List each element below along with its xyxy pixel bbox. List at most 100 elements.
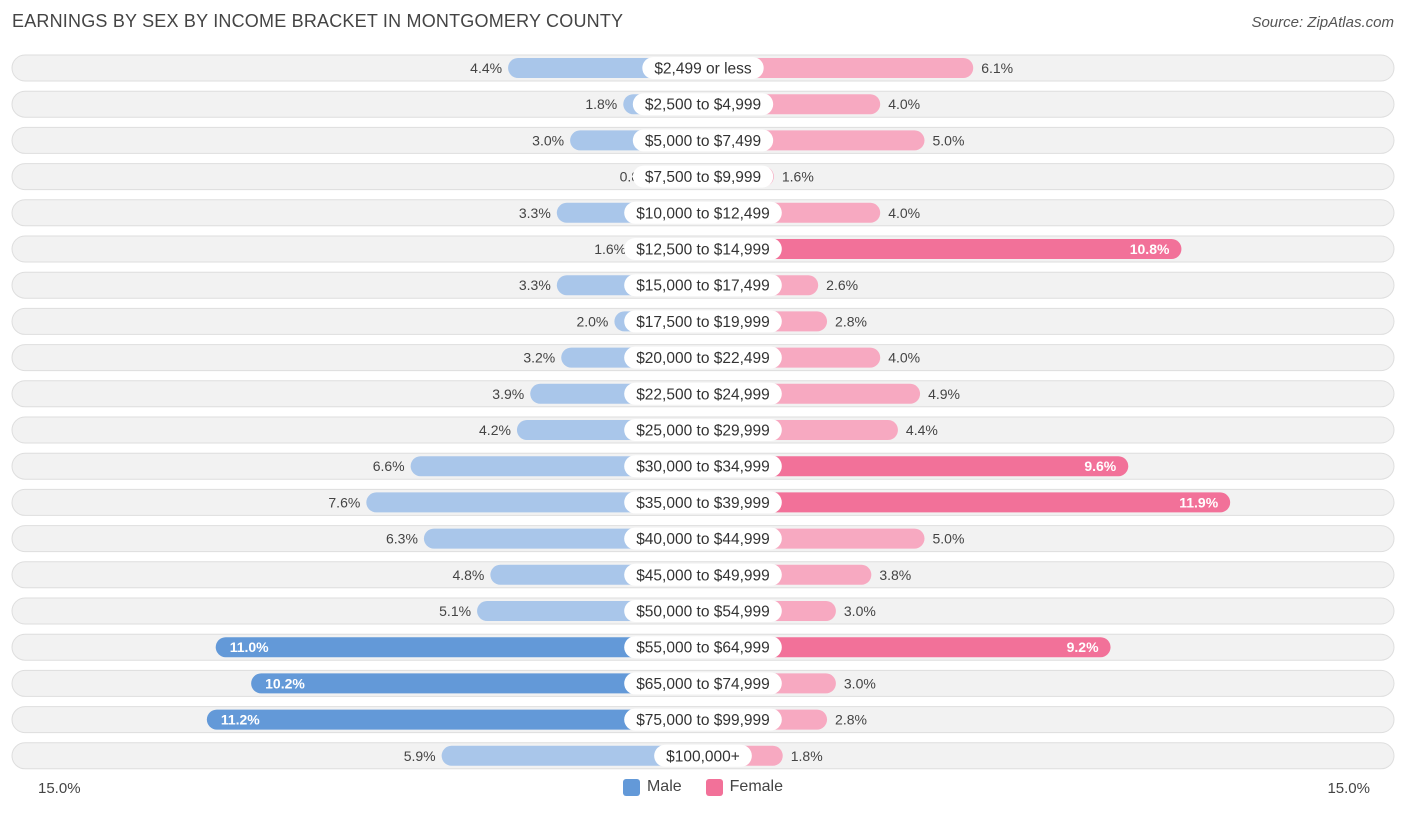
male-bar[interactable] <box>366 492 703 513</box>
category-label-pill <box>624 455 782 478</box>
female-value-label: 4.0% <box>888 96 920 112</box>
female-value-label: 2.8% <box>835 712 867 728</box>
category-label-pill <box>632 129 774 152</box>
category-label: $25,000 to $29,999 <box>636 423 770 440</box>
female-value-label: 1.8% <box>791 748 823 764</box>
category-label: $17,500 to $19,999 <box>636 314 770 331</box>
category-label: $12,500 to $14,999 <box>636 242 770 259</box>
male-value-label: 3.3% <box>519 205 551 221</box>
female-value-label: 2.8% <box>835 313 867 329</box>
legend-item-male[interactable]: Male <box>622 778 682 796</box>
category-label: $55,000 to $64,999 <box>636 640 770 657</box>
category-label-pill <box>654 744 752 767</box>
male-value-label: 4.8% <box>452 567 484 583</box>
female-bar[interactable] <box>703 492 1231 513</box>
category-label: $15,000 to $17,499 <box>636 278 770 295</box>
female-value-label: 11.9% <box>1179 494 1218 510</box>
category-label-pill <box>624 382 782 405</box>
legend-male-label: Male <box>646 778 682 795</box>
female-bar[interactable] <box>703 456 1129 477</box>
category-label: $45,000 to $49,999 <box>636 567 770 584</box>
female-value-label: 2.6% <box>826 277 858 293</box>
male-value-label: 4.4% <box>470 60 502 76</box>
female-value-label: 3.0% <box>844 675 876 691</box>
male-bar[interactable] <box>206 709 703 730</box>
female-value-label: 6.1% <box>981 60 1013 76</box>
male-value-label: 3.9% <box>492 386 524 402</box>
male-value-label: 10.2% <box>265 675 305 691</box>
female-value-label: 9.2% <box>1067 639 1099 655</box>
category-label: $35,000 to $39,999 <box>636 495 770 512</box>
female-value-label: 5.0% <box>933 132 965 148</box>
category-label: $2,500 to $4,999 <box>645 97 761 114</box>
male-value-label: 11.0% <box>230 639 269 655</box>
male-bar[interactable] <box>251 673 703 694</box>
female-value-label: 5.0% <box>933 531 965 547</box>
female-value-label: 9.6% <box>1084 458 1116 474</box>
category-label: $65,000 to $74,999 <box>636 676 770 693</box>
female-swatch-icon <box>705 778 723 796</box>
male-value-label: 5.9% <box>404 748 436 764</box>
category-label: $75,000 to $99,999 <box>636 712 770 729</box>
legend: Male Female <box>0 778 1406 796</box>
source-attribution: Source: ZipAtlas.com <box>1251 14 1394 31</box>
male-bar[interactable] <box>441 745 703 766</box>
category-label: $50,000 to $54,999 <box>636 604 770 621</box>
male-value-label: 5.1% <box>439 603 471 619</box>
category-label-pill <box>624 527 782 550</box>
category-label-pill <box>624 310 782 333</box>
category-label: $7,500 to $9,999 <box>645 169 761 186</box>
male-value-label: 1.6% <box>594 241 626 257</box>
category-label: $10,000 to $12,499 <box>636 205 770 222</box>
category-label-pill <box>624 672 782 695</box>
category-label-pill <box>624 274 782 297</box>
category-label-pill <box>624 563 782 586</box>
category-label: $2,499 or less <box>654 61 752 78</box>
male-bar[interactable] <box>215 637 703 658</box>
female-bar[interactable] <box>703 239 1182 259</box>
male-value-label: 3.0% <box>532 132 564 148</box>
female-value-label: 4.4% <box>906 422 938 438</box>
category-label: $100,000+ <box>666 748 740 765</box>
category-label-pill <box>624 491 782 514</box>
male-value-label: 7.6% <box>328 494 360 510</box>
category-label-pill <box>624 636 782 659</box>
category-label-pill <box>624 600 782 622</box>
female-value-label: 4.9% <box>928 386 960 402</box>
male-value-label: 11.2% <box>221 712 260 728</box>
female-value-label: 3.0% <box>844 603 876 619</box>
male-value-label: 2.0% <box>576 313 608 329</box>
female-bar[interactable] <box>703 637 1111 658</box>
category-label: $5,000 to $7,499 <box>645 133 761 150</box>
category-label: $40,000 to $44,999 <box>636 531 770 548</box>
category-label: $20,000 to $22,499 <box>636 350 770 367</box>
male-value-label: 3.2% <box>523 350 555 366</box>
female-value-label: 4.0% <box>888 350 920 366</box>
female-value-label: 10.8% <box>1130 241 1170 257</box>
category-label-pill <box>632 93 774 116</box>
category-label-pill <box>624 238 782 260</box>
female-value-label: 1.6% <box>782 169 814 185</box>
male-value-label: 6.6% <box>373 458 405 474</box>
category-label: $30,000 to $34,999 <box>636 459 770 476</box>
male-value-label: 3.3% <box>519 277 551 293</box>
legend-female-label: Female <box>729 778 784 795</box>
female-value-label: 4.0% <box>888 205 920 221</box>
male-value-label: 6.3% <box>386 531 418 547</box>
axis-max-label: 15.0% <box>1327 780 1370 797</box>
category-label-pill <box>624 708 782 731</box>
category-label-pill <box>642 57 764 79</box>
male-swatch-icon <box>622 778 640 796</box>
legend-item-female[interactable]: Female <box>705 778 784 796</box>
female-bar[interactable] <box>703 58 974 78</box>
female-value-label: 3.8% <box>879 567 911 583</box>
category-label-pill <box>624 346 782 369</box>
male-value-label: 4.2% <box>479 422 511 438</box>
category-label: $22,500 to $24,999 <box>636 386 770 403</box>
male-value-label: 1.8% <box>585 96 617 112</box>
category-label-pill <box>624 419 782 441</box>
chart-title: EARNINGS BY SEX BY INCOME BRACKET IN MON… <box>12 11 624 31</box>
category-label-pill <box>624 201 782 224</box>
category-label-pill <box>632 165 774 188</box>
